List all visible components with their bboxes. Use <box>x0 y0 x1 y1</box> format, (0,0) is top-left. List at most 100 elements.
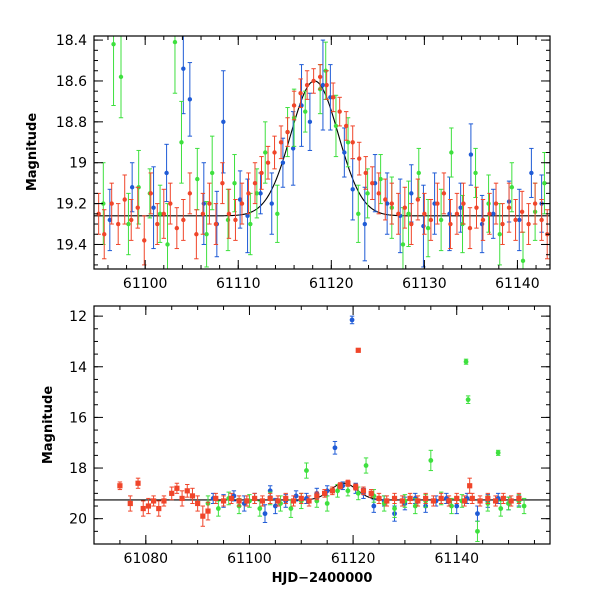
bottom-y-tick-label: 12 <box>69 309 87 325</box>
bottom-red-point <box>236 495 242 507</box>
bottom-x-tick-label: 61140 <box>434 551 479 567</box>
top-y-tick-label: 18.6 <box>56 74 87 90</box>
top-green-point <box>303 90 308 133</box>
top-red-point <box>194 209 199 260</box>
bottom-x-tick-label: 61100 <box>227 551 272 567</box>
top-red-point <box>448 199 453 250</box>
top-blue-point <box>517 188 522 252</box>
bottom-red-point <box>189 487 196 504</box>
top-blue-point <box>221 70 226 174</box>
bottom-data-marks <box>94 315 550 542</box>
bottom-red-point <box>423 492 429 504</box>
top-red-point <box>181 199 186 241</box>
bottom-green-point <box>363 457 369 474</box>
top-blue-point <box>245 178 250 254</box>
top-red-point <box>357 141 362 176</box>
top-red-point <box>226 188 232 239</box>
top-red-point <box>311 68 316 94</box>
bottom-red-point <box>384 495 390 507</box>
top-green-point <box>118 36 124 119</box>
bottom-red-point <box>244 495 250 507</box>
top-green-point <box>111 36 116 106</box>
top-y-tick-label: 19.2 <box>56 197 87 213</box>
bottom-blue-point <box>349 315 355 325</box>
top-red-point <box>200 192 206 235</box>
top-red-point <box>207 182 212 225</box>
bottom-red-point <box>195 495 201 512</box>
top-green-point <box>449 127 454 178</box>
top-blue-point <box>491 188 496 239</box>
top-blue-point <box>320 39 326 131</box>
bottom-red-point <box>298 492 304 504</box>
top-red-point <box>539 199 544 241</box>
top-blue-point <box>479 194 485 254</box>
top-y-tick-label: 18.8 <box>56 115 87 131</box>
top-blue-point <box>384 172 390 235</box>
top-green-point <box>356 184 361 243</box>
top-red-point <box>272 135 277 170</box>
top-red-point <box>454 192 460 235</box>
top-green-point <box>195 147 200 211</box>
top-red-point <box>350 125 355 160</box>
top-red-point <box>122 174 127 225</box>
top-red-point <box>135 186 140 229</box>
top-green-point <box>157 184 163 243</box>
bottom-red-point <box>135 477 141 489</box>
top-red-point <box>337 96 342 127</box>
bottom-red-point <box>430 495 437 507</box>
top-blue-point <box>181 36 186 115</box>
top-red-point <box>304 70 310 100</box>
top-y-tick-label: 19 <box>69 156 87 172</box>
top-red-point <box>409 203 414 245</box>
bottom-red-point <box>415 495 421 507</box>
bottom-red-point <box>290 495 297 507</box>
top-blue-point <box>529 147 534 198</box>
top-green-point <box>209 135 215 211</box>
top-x-tick-label: 61110 <box>216 276 261 292</box>
bottom-green-point <box>475 520 480 542</box>
bottom-red-point <box>345 479 351 487</box>
top-red-point <box>129 199 134 241</box>
top-red-point <box>317 64 323 90</box>
bottom-red-point <box>174 482 180 494</box>
bottom-red-point <box>360 486 367 496</box>
top-green-point <box>232 154 237 213</box>
bottom-red-point <box>485 492 491 504</box>
bottom-red-point <box>368 489 374 498</box>
bottom-red-point <box>399 495 405 507</box>
bottom-green-point <box>465 395 471 404</box>
top-red-point <box>161 188 166 239</box>
bottom-red-point <box>205 501 211 521</box>
bottom-green-point <box>428 449 434 472</box>
bottom-panel: 61080 61100 61120 61140 12 14 16 18 20 Magnitude… <box>41 305 551 586</box>
bottom-red-point <box>438 492 444 504</box>
top-green-point <box>254 168 260 219</box>
top-red-point <box>330 82 336 113</box>
bottom-red-point <box>467 477 473 494</box>
top-red-point <box>343 111 349 141</box>
top-red-point <box>291 90 297 121</box>
top-blue-point <box>187 62 193 137</box>
bottom-plot-frame <box>93 305 551 545</box>
top-green-point <box>416 147 421 198</box>
top-green-point <box>438 188 444 252</box>
top-blue-point <box>307 92 313 151</box>
top-red-point <box>239 182 245 225</box>
bottom-y-tick-label: 18 <box>69 461 87 477</box>
top-green-point <box>225 188 231 252</box>
top-red-point <box>142 215 147 266</box>
bottom-red-point <box>355 347 361 353</box>
top-red-point <box>480 199 486 241</box>
top-blue-point <box>129 162 135 213</box>
top-axis-ticks: 61100 61110 61120 61130 61140 18.4 18.6 18.8 19 1… <box>56 33 550 292</box>
bottom-red-point <box>329 486 335 496</box>
top-red-point <box>102 209 107 260</box>
top-red-point <box>213 203 219 245</box>
top-red-point <box>493 182 499 225</box>
bottom-green-point <box>495 449 501 456</box>
top-red-point <box>467 207 473 250</box>
top-blue-point <box>362 186 368 262</box>
bottom-y-axis-label: Magnitude <box>41 386 56 465</box>
top-red-point <box>115 203 121 245</box>
bottom-y-tick-label: 16 <box>69 410 87 426</box>
